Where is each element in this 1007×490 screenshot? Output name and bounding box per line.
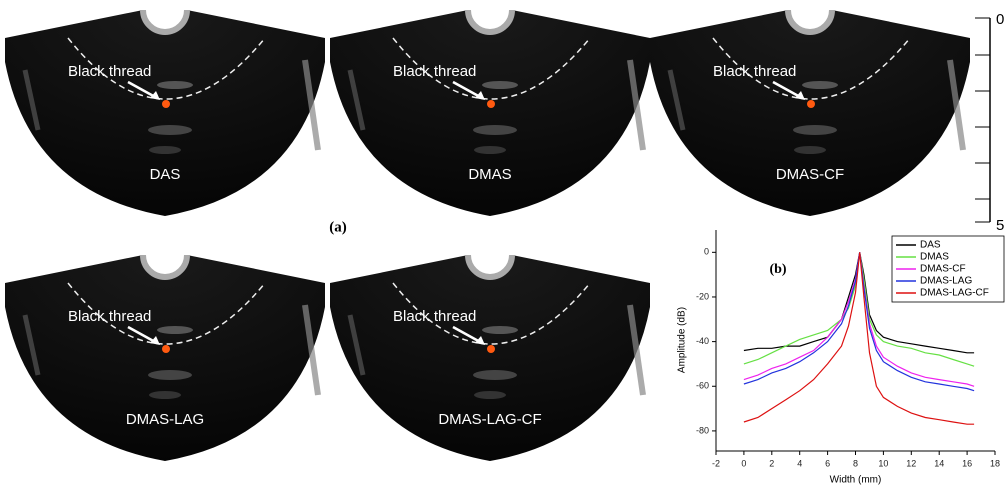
method-label: DMAS-LAG-CF	[438, 411, 541, 428]
scale-bar: 0 5	[975, 11, 1004, 234]
legend-label: DMAS-LAG	[920, 276, 972, 287]
x-tick-label: 0	[741, 458, 746, 468]
x-tick-label: 4	[797, 458, 802, 468]
annotation: Black thread	[393, 63, 476, 80]
panel-label: (a)	[329, 219, 347, 235]
method-label: DMAS-LAG	[126, 411, 204, 428]
x-tick-label: 10	[878, 458, 888, 468]
y-axis-label: Amplitude (dB)	[677, 307, 688, 373]
legend-label: DMAS-LAG-CF	[920, 288, 989, 299]
x-tick-label: 2	[769, 458, 774, 468]
ultrasound-panel: Black thread DMAS-CF	[650, 10, 970, 216]
x-tick-label: 8	[853, 458, 858, 468]
legend-label: DMAS	[920, 252, 949, 263]
annotation: Black thread	[68, 308, 151, 325]
x-tick-label: 6	[825, 458, 830, 468]
annotation: Black thread	[713, 63, 796, 80]
y-tick-label: -40	[696, 336, 709, 346]
scale-label: 0	[996, 11, 1004, 28]
y-tick-label: -20	[696, 291, 709, 301]
ultrasound-panel: Black thread DMAS-LAG-CF	[330, 255, 650, 461]
annotation: Black thread	[393, 308, 476, 325]
y-tick-label: -80	[696, 425, 709, 435]
figure: Black threadDASBlack threadDMASBlack thr…	[0, 0, 1007, 490]
annotation: Black thread	[68, 63, 151, 80]
legend-label: DMAS-CF	[920, 264, 966, 275]
x-axis-label: Width (mm)	[830, 475, 882, 486]
x-tick-label: 12	[906, 458, 916, 468]
x-tick-label: 16	[962, 458, 972, 468]
x-tick-label: 14	[934, 458, 944, 468]
ultrasound-panel: Black thread DMAS	[330, 10, 650, 216]
x-tick-label: 18	[990, 458, 1000, 468]
method-label: DMAS	[468, 166, 511, 183]
method-label: DAS	[150, 166, 181, 183]
legend-label: DAS	[920, 240, 941, 251]
chart-title: (b)	[769, 262, 786, 277]
ultrasound-panel: Black thread DAS	[5, 10, 325, 216]
y-tick-label: 0	[704, 247, 709, 257]
method-label: DMAS-CF	[776, 166, 844, 183]
y-tick-label: -60	[696, 381, 709, 391]
ultrasound-panel: Black thread DMAS-LAG	[5, 255, 325, 461]
x-tick-label: -2	[712, 458, 720, 468]
scale-label: 5	[996, 217, 1004, 234]
